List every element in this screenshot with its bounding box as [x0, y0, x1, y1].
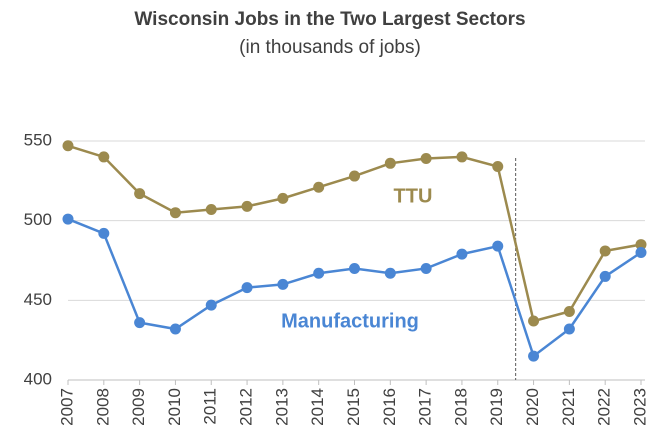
point	[98, 227, 110, 239]
point	[528, 350, 540, 362]
point	[420, 262, 432, 274]
point	[98, 151, 110, 163]
point	[313, 181, 325, 193]
x-tick-label: 2022	[595, 388, 614, 426]
series-line	[67, 217, 642, 359]
x-tick-label: 2013	[272, 388, 291, 426]
x-tick-label: 2010	[165, 388, 184, 426]
point	[205, 299, 217, 311]
point	[599, 270, 611, 282]
point	[563, 305, 575, 317]
point	[62, 213, 74, 225]
point	[456, 248, 468, 260]
x-tick-label: 2008	[93, 388, 112, 426]
point	[277, 192, 289, 204]
point	[563, 323, 575, 335]
x-tick-label: 2018	[451, 388, 470, 426]
point	[241, 200, 253, 212]
x-tick-label: 2009	[129, 388, 148, 426]
x-tick-label: 2011	[201, 388, 220, 425]
x-tick-label: 2007	[57, 388, 76, 426]
point	[62, 140, 74, 152]
point	[349, 170, 360, 182]
x-tick-label: 2021	[559, 388, 578, 426]
point	[492, 240, 504, 252]
x-tick-label: 2016	[380, 388, 399, 426]
point	[169, 323, 181, 335]
y-tick-label: 450	[24, 290, 52, 309]
x-tick-label: 2019	[487, 388, 506, 426]
point	[134, 188, 146, 200]
x-tick-label: 2014	[308, 388, 327, 426]
y-tick-label: 500	[24, 210, 52, 229]
point	[384, 157, 396, 169]
point	[599, 245, 611, 257]
point	[205, 204, 217, 216]
point	[528, 315, 540, 327]
series-label: TTU	[394, 185, 433, 207]
point	[241, 282, 253, 294]
point	[635, 247, 647, 259]
x-tick-label: 2023	[630, 388, 649, 426]
series-label: Manufacturing	[281, 310, 419, 332]
point	[134, 317, 146, 329]
y-tick-label: 550	[24, 130, 52, 149]
point	[384, 267, 396, 279]
point	[635, 239, 647, 251]
point	[313, 267, 325, 279]
chart-subtitle: (in thousands of jobs)	[239, 37, 421, 58]
point	[420, 153, 432, 165]
point	[277, 278, 289, 290]
point	[349, 262, 360, 274]
y-tick-label: 400	[24, 369, 52, 388]
x-tick-label: 2012	[237, 388, 256, 426]
x-tick-label: 2020	[523, 388, 542, 426]
point	[492, 160, 504, 172]
point	[169, 207, 181, 219]
chart-title: Wisconsin Jobs in the Two Largest Sector…	[134, 9, 525, 30]
x-tick-label: 2015	[344, 388, 363, 426]
point	[456, 151, 468, 163]
x-tick-label: 2017	[416, 388, 435, 426]
